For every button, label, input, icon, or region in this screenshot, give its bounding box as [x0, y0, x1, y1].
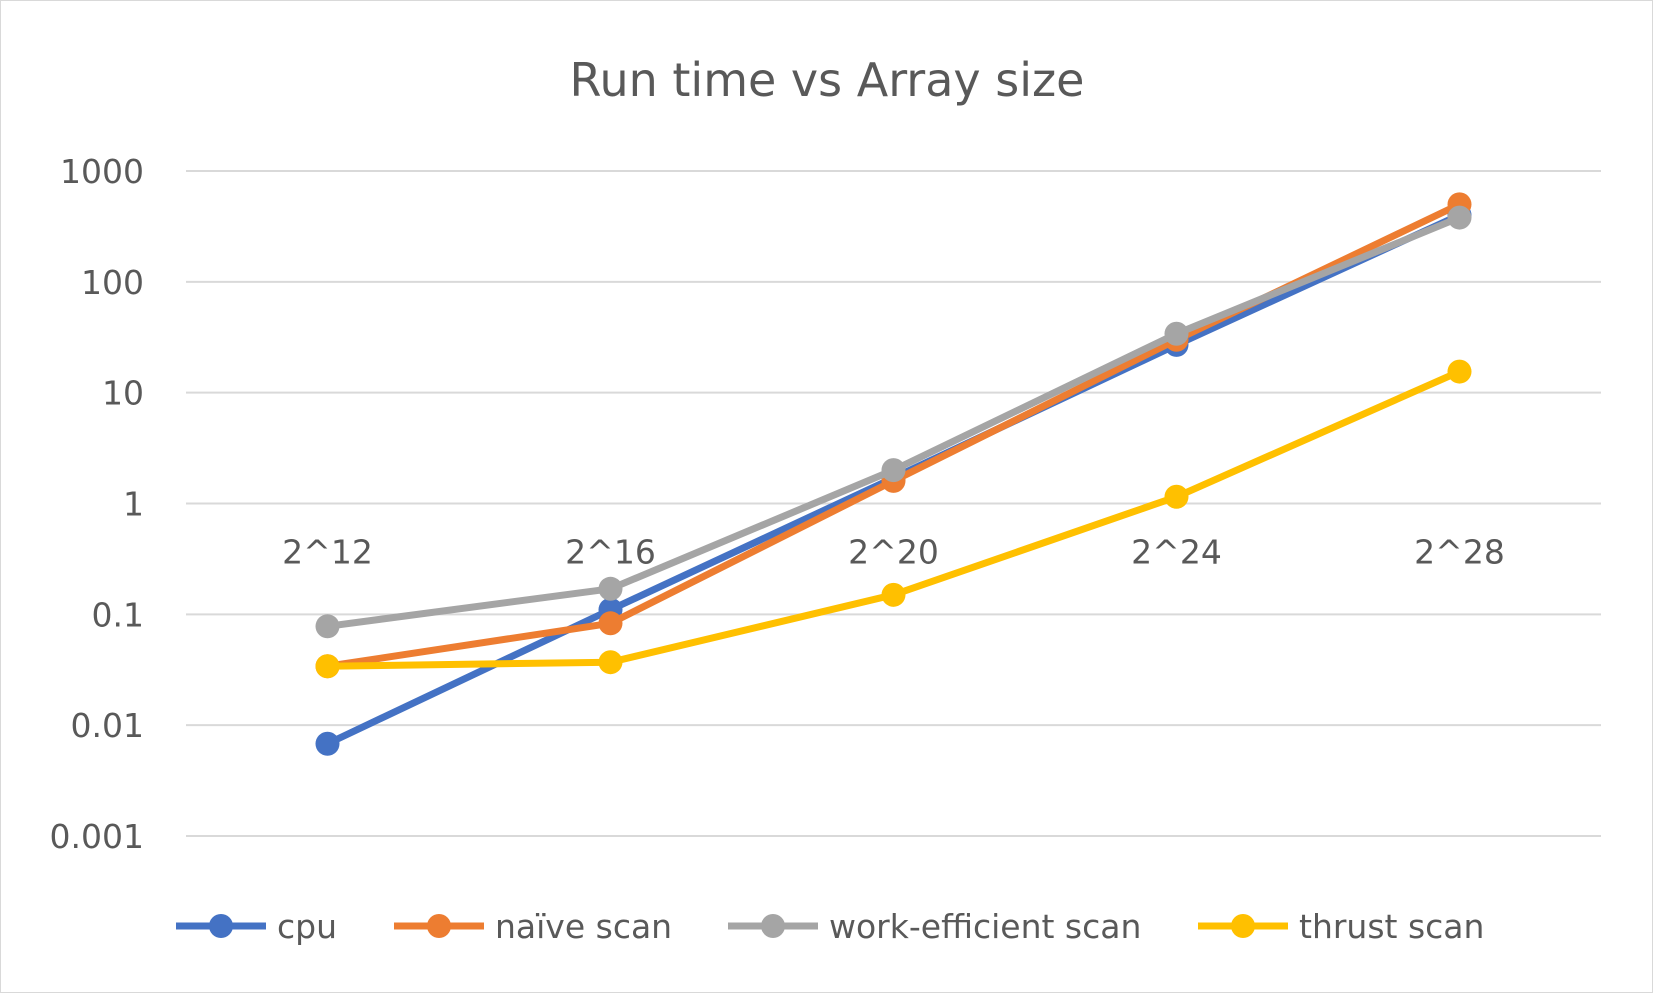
- legend: cpu naïve scan work-efficient scan thrust s…: [176, 907, 1484, 946]
- data-point: [598, 576, 623, 601]
- legend-swatch-marker: [427, 914, 451, 938]
- data-point: [315, 731, 340, 756]
- legend-label: thrust scan: [1299, 907, 1484, 946]
- data-point: [315, 654, 340, 679]
- series-2: [315, 205, 1472, 639]
- legend-swatch-marker: [209, 914, 233, 938]
- y-axis-tick-labels: 1000 100 10 1 0.1 0.01 0.001: [50, 152, 144, 856]
- y-tick-label: 0.01: [71, 706, 144, 745]
- y-tick-label: 0.1: [92, 595, 144, 634]
- legend-label: work-efficient scan: [829, 907, 1141, 946]
- legend-swatch-marker: [1231, 914, 1255, 938]
- legend-item: work-efficient scan: [728, 907, 1141, 946]
- data-point: [1447, 205, 1472, 230]
- y-tick-label: 100: [81, 263, 144, 302]
- legend-swatch-marker: [761, 914, 785, 938]
- y-tick-label: 1000: [60, 152, 144, 191]
- x-axis-tick-labels: 2^12 2^16 2^20 2^24 2^28: [282, 533, 1505, 572]
- data-point: [1164, 484, 1189, 509]
- legend-item: naïve scan: [394, 907, 672, 946]
- series-3: [315, 359, 1472, 679]
- legend-label: naïve scan: [495, 907, 672, 946]
- data-point: [1447, 359, 1472, 384]
- legend-item: cpu: [176, 907, 337, 946]
- data-point: [315, 614, 340, 639]
- data-point: [1164, 321, 1189, 346]
- x-tick-label: 2^16: [565, 533, 656, 572]
- legend-label: cpu: [277, 907, 337, 946]
- data-point: [598, 611, 623, 636]
- x-tick-label: 2^12: [282, 533, 373, 572]
- data-point: [881, 582, 906, 607]
- chart-title: Run time vs Array size: [570, 53, 1085, 107]
- y-tick-label: 1: [123, 485, 144, 524]
- x-tick-label: 2^24: [1131, 533, 1222, 572]
- series-layer: [315, 192, 1472, 756]
- gridlines: [186, 170, 1601, 837]
- x-tick-label: 2^28: [1414, 533, 1505, 572]
- y-tick-label: 10: [102, 374, 144, 413]
- y-tick-label: 0.001: [50, 817, 144, 856]
- series-line: [324, 368, 1463, 670]
- x-tick-label: 2^20: [848, 533, 939, 572]
- data-point: [881, 458, 906, 483]
- data-point: [598, 650, 623, 675]
- legend-item: thrust scan: [1198, 907, 1484, 946]
